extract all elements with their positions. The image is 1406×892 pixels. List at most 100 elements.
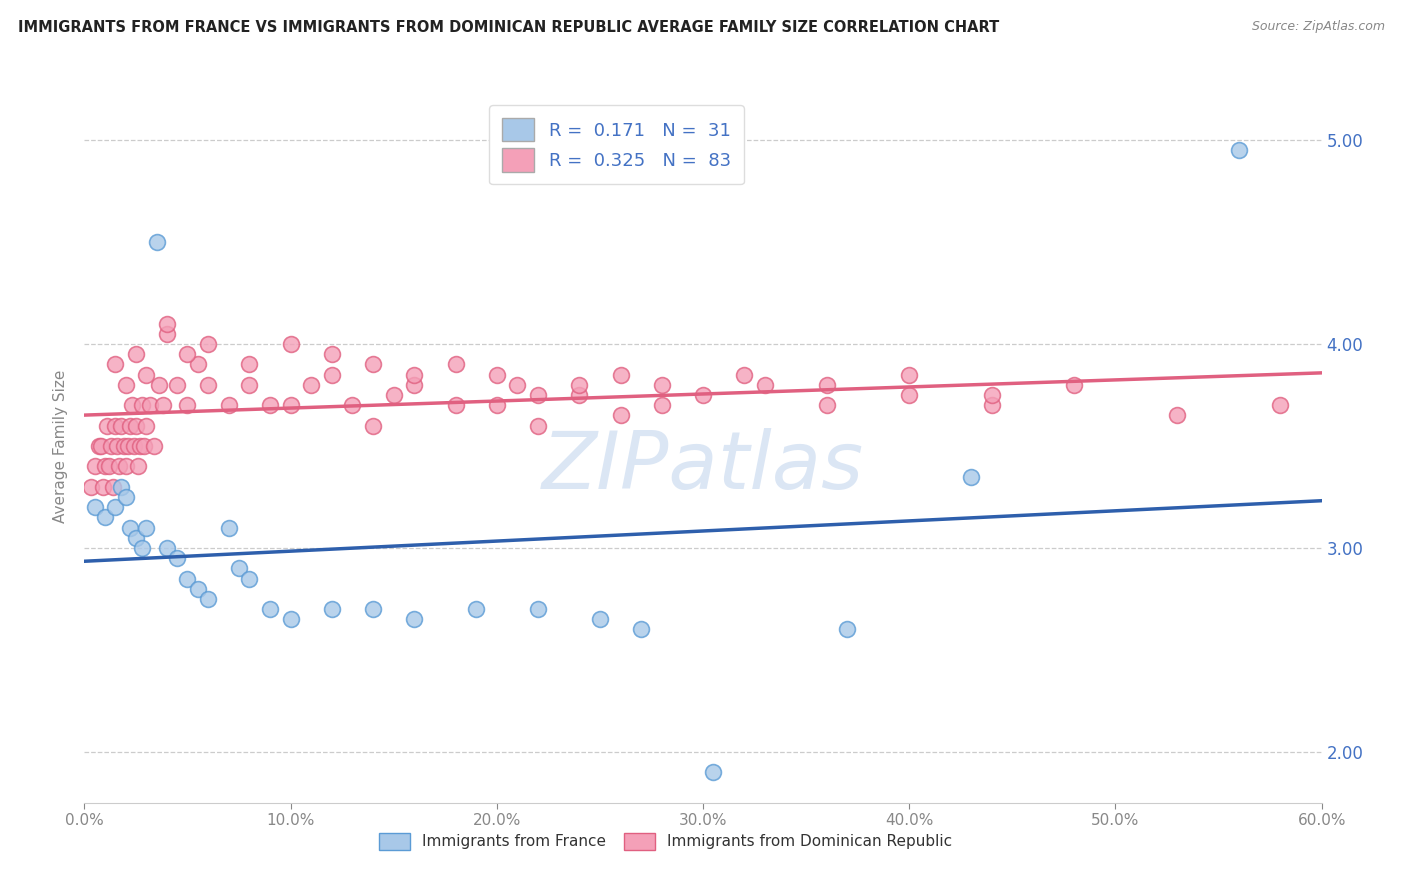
Point — [156, 326, 179, 341]
Point — [238, 358, 260, 372]
Point — [96, 418, 118, 433]
Point — [280, 337, 302, 351]
Point — [485, 398, 508, 412]
Point — [79, 480, 101, 494]
Point — [609, 368, 631, 382]
Point — [197, 377, 219, 392]
Point — [1270, 398, 1292, 412]
Point — [444, 398, 467, 412]
Point — [145, 235, 167, 249]
Point — [218, 398, 240, 412]
Point — [527, 602, 550, 616]
Point — [568, 388, 591, 402]
Point — [135, 520, 157, 534]
Point — [105, 439, 128, 453]
Point — [1227, 144, 1250, 158]
Point — [90, 439, 112, 453]
Point — [980, 398, 1002, 412]
Point — [1166, 409, 1188, 423]
Text: IMMIGRANTS FROM FRANCE VS IMMIGRANTS FROM DOMINICAN REPUBLIC AVERAGE FAMILY SIZE: IMMIGRANTS FROM FRANCE VS IMMIGRANTS FRO… — [18, 20, 1000, 35]
Point — [110, 480, 132, 494]
Point — [702, 765, 724, 780]
Point — [117, 439, 139, 453]
Point — [299, 377, 322, 392]
Point — [382, 388, 405, 402]
Point — [176, 572, 198, 586]
Point — [176, 398, 198, 412]
Point — [125, 418, 148, 433]
Point — [815, 377, 838, 392]
Point — [228, 561, 250, 575]
Point — [898, 388, 921, 402]
Point — [114, 459, 136, 474]
Point — [568, 377, 591, 392]
Point — [98, 459, 121, 474]
Point — [156, 541, 179, 555]
Point — [465, 602, 488, 616]
Point — [135, 368, 157, 382]
Point — [166, 551, 188, 566]
Point — [321, 368, 343, 382]
Point — [100, 439, 122, 453]
Point — [83, 500, 105, 515]
Point — [754, 377, 776, 392]
Point — [112, 439, 135, 453]
Point — [166, 377, 188, 392]
Point — [94, 459, 117, 474]
Point — [125, 347, 148, 361]
Point — [259, 602, 281, 616]
Point — [139, 398, 162, 412]
Point — [135, 418, 157, 433]
Text: Source: ZipAtlas.com: Source: ZipAtlas.com — [1251, 20, 1385, 33]
Point — [87, 439, 110, 453]
Point — [129, 439, 152, 453]
Point — [321, 602, 343, 616]
Point — [404, 368, 426, 382]
Point — [94, 510, 117, 524]
Point — [361, 358, 384, 372]
Point — [321, 347, 343, 361]
Text: ZIPatlas: ZIPatlas — [541, 428, 865, 507]
Point — [114, 490, 136, 504]
Point — [108, 459, 131, 474]
Point — [127, 459, 149, 474]
Point — [527, 388, 550, 402]
Point — [152, 398, 174, 412]
Point — [104, 358, 127, 372]
Point — [83, 459, 105, 474]
Point — [692, 388, 714, 402]
Point — [118, 520, 141, 534]
Point — [485, 368, 508, 382]
Point — [197, 591, 219, 606]
Point — [156, 317, 179, 331]
Point — [125, 531, 148, 545]
Point — [651, 398, 673, 412]
Point — [121, 398, 143, 412]
Point — [131, 541, 153, 555]
Point — [218, 520, 240, 534]
Y-axis label: Average Family Size: Average Family Size — [53, 369, 69, 523]
Point — [506, 377, 529, 392]
Point — [104, 418, 127, 433]
Point — [444, 358, 467, 372]
Point — [404, 612, 426, 626]
Point — [259, 398, 281, 412]
Point — [143, 439, 166, 453]
Point — [361, 602, 384, 616]
Point — [1063, 377, 1085, 392]
Point — [197, 337, 219, 351]
Point — [342, 398, 364, 412]
Point — [187, 358, 209, 372]
Point — [238, 572, 260, 586]
Point — [733, 368, 755, 382]
Point — [630, 623, 652, 637]
Point — [134, 439, 156, 453]
Point — [118, 418, 141, 433]
Point — [238, 377, 260, 392]
Point — [148, 377, 170, 392]
Point — [837, 623, 859, 637]
Point — [104, 500, 127, 515]
Point — [280, 612, 302, 626]
Point — [815, 398, 838, 412]
Point — [589, 612, 612, 626]
